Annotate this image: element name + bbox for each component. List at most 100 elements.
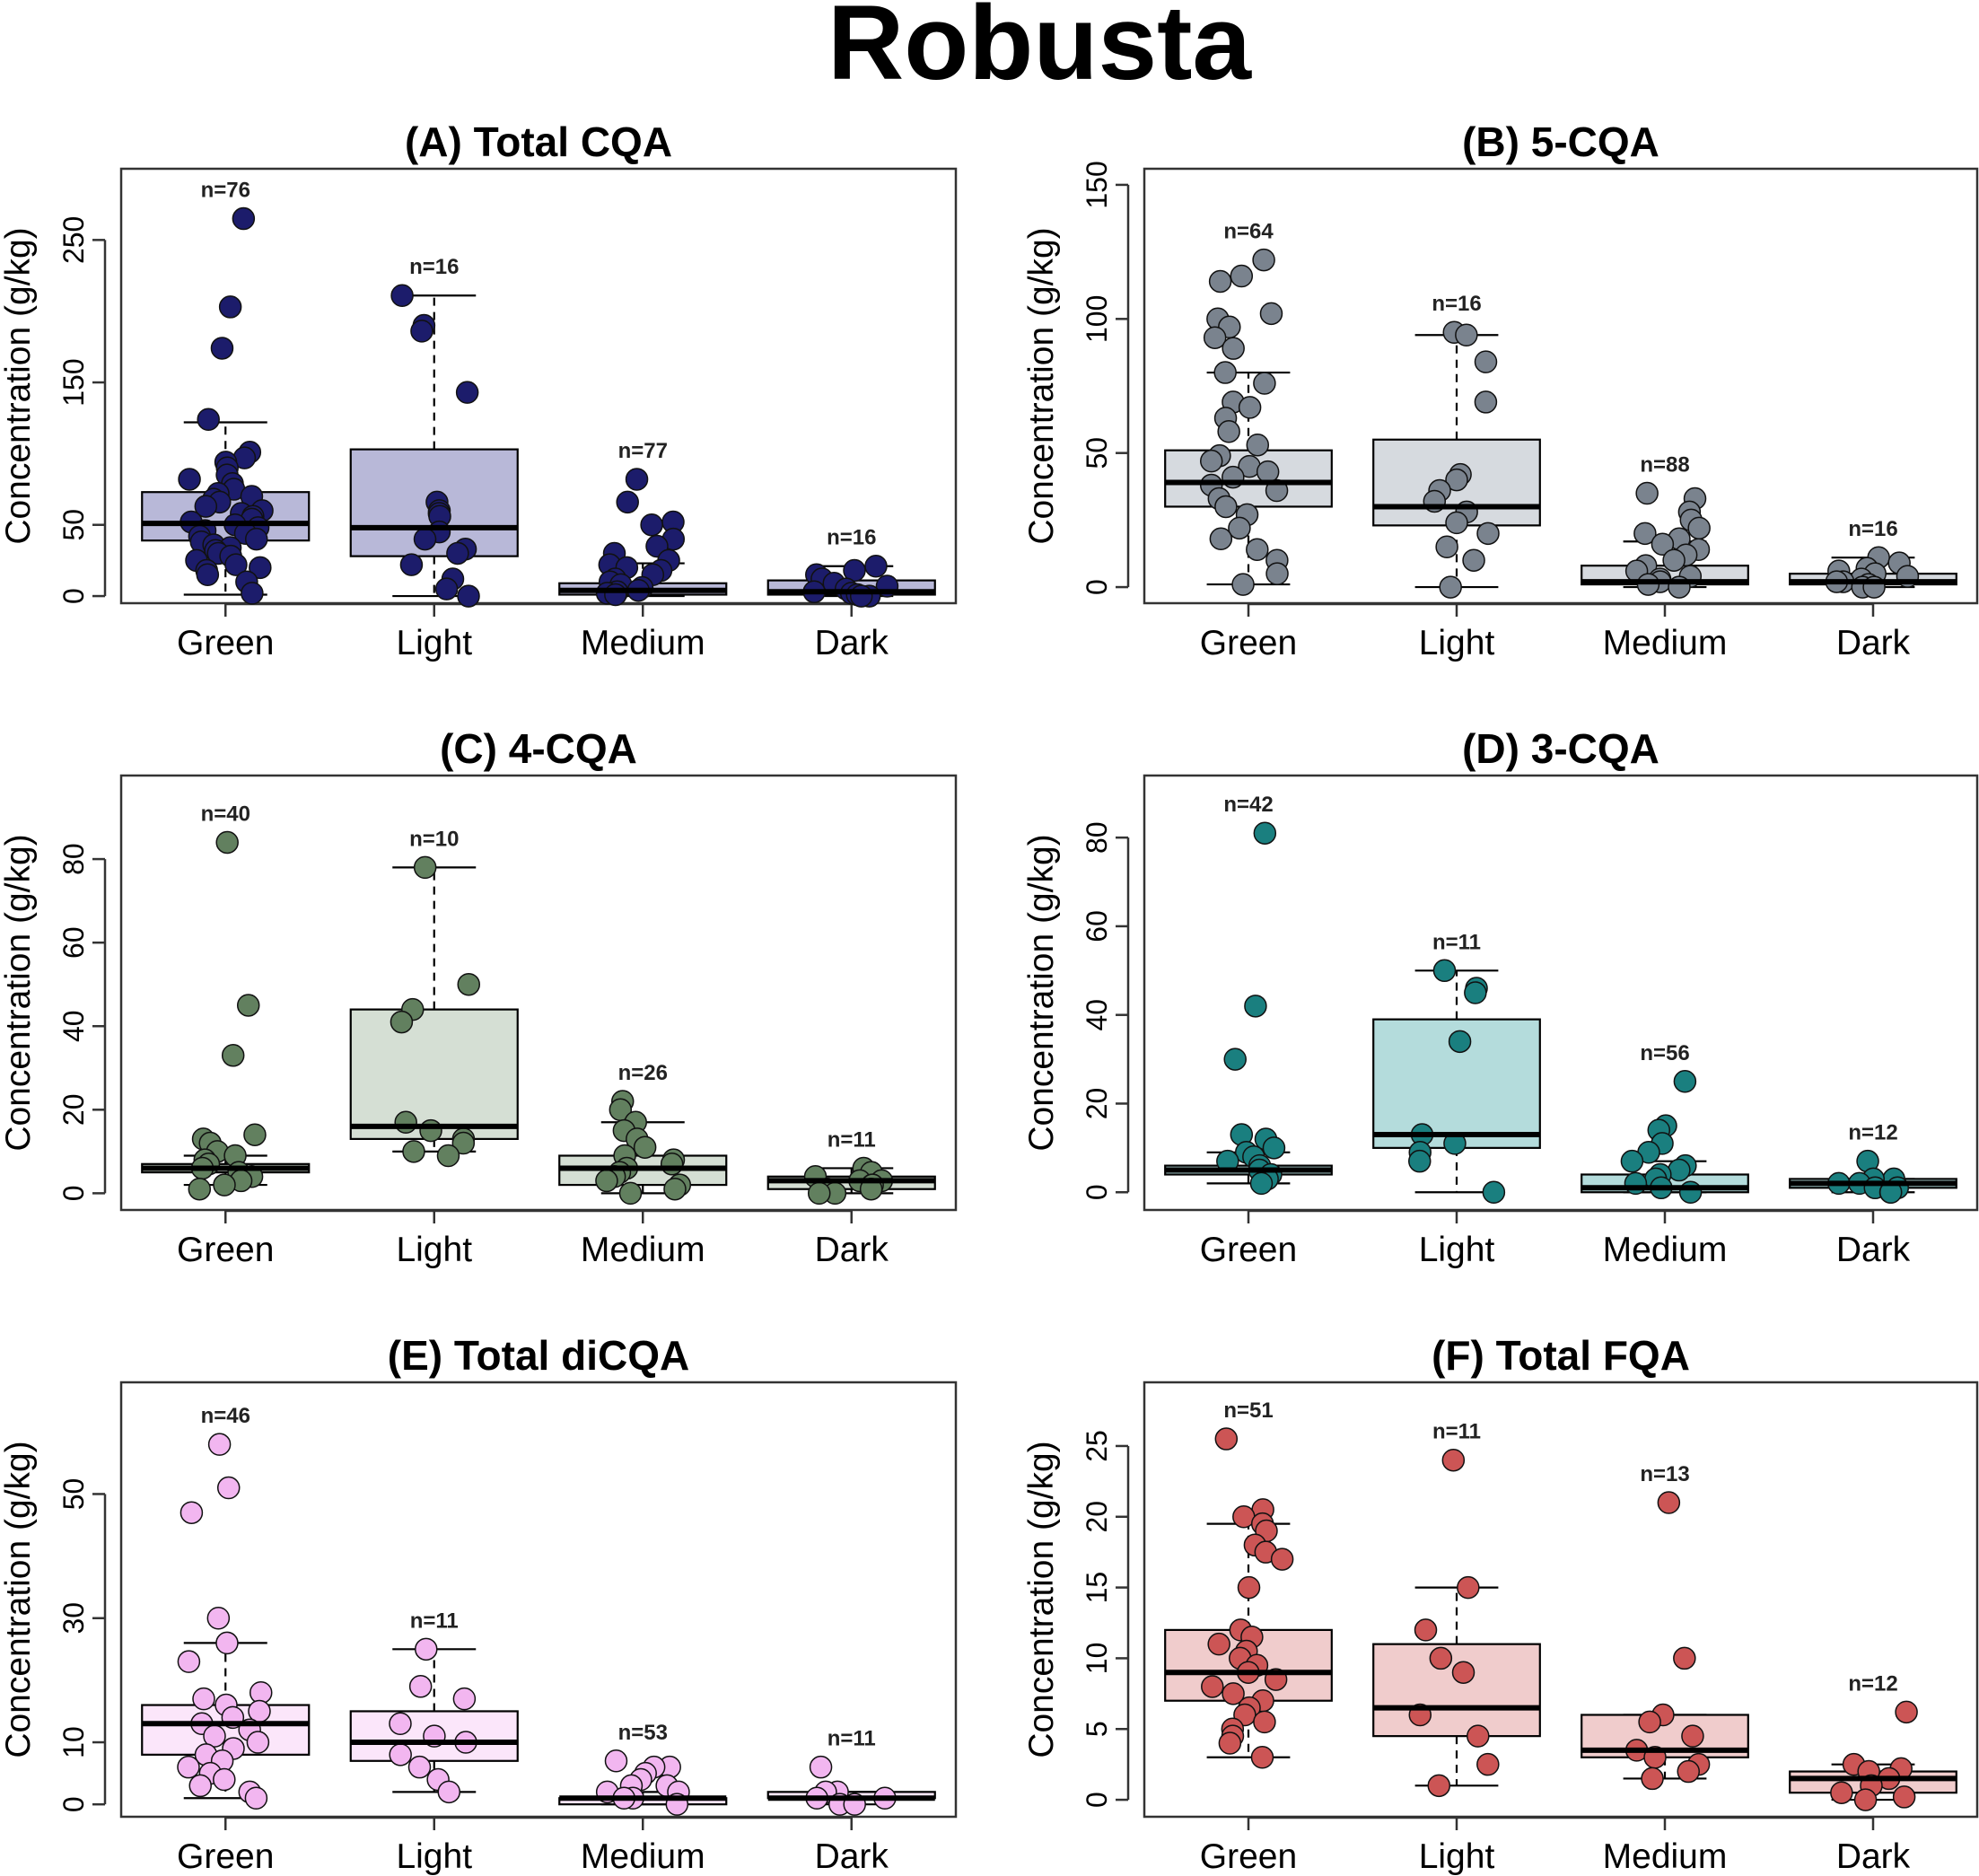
- data-point: [452, 1687, 477, 1711]
- data-point: [1448, 1030, 1472, 1054]
- data-point: [1246, 433, 1270, 457]
- data-point: [595, 1169, 618, 1193]
- box-light: n=16: [1372, 292, 1541, 599]
- panel-1: (A) Total CQA 0 50 150 250 Concentration (g/k…: [0, 118, 958, 662]
- x-tick-label: Light: [1419, 624, 1495, 662]
- panel-title: (A) Total CQA: [405, 118, 672, 165]
- data-point: [616, 490, 639, 514]
- box-light: n=11: [1372, 930, 1541, 1204]
- data-point: [1638, 1710, 1661, 1734]
- data-point: [390, 1010, 414, 1034]
- data-point: [413, 527, 437, 551]
- y-axis-label: Concentration (g/kg): [1022, 227, 1061, 544]
- box-medium: n=26: [558, 1061, 728, 1205]
- data-point: [807, 1181, 831, 1205]
- n-label: n=11: [410, 1609, 459, 1633]
- y-tick-label: 0: [57, 588, 90, 604]
- y-tick-label: 10: [57, 1726, 90, 1758]
- y-tick-label: 60: [57, 926, 90, 959]
- box-light: n=16: [349, 255, 519, 608]
- y-axis-label: Concentration (g/kg): [0, 227, 38, 544]
- data-point: [1853, 1788, 1878, 1811]
- data-point: [1237, 1575, 1261, 1600]
- data-point: [1213, 361, 1237, 384]
- data-point: [436, 1144, 460, 1168]
- data-point: [1214, 495, 1238, 519]
- panel-2: (B) 5-CQA 0 50 100 150 Concentration (g/kg) Gr…: [1022, 118, 1979, 662]
- data-point: [1677, 1759, 1700, 1784]
- data-point: [1445, 468, 1468, 492]
- data-point: [434, 577, 459, 600]
- data-point: [177, 1755, 200, 1779]
- data-point: [1651, 532, 1675, 557]
- x-tick-label: Green: [1200, 624, 1297, 662]
- data-point: [455, 381, 479, 404]
- y-tick-label: 40: [1081, 999, 1113, 1031]
- y-tick-label: 20: [57, 1094, 90, 1126]
- data-point: [241, 582, 264, 605]
- n-label: n=77: [618, 439, 668, 463]
- n-label: n=88: [1640, 453, 1689, 478]
- data-point: [451, 1131, 476, 1155]
- data-point: [1435, 535, 1458, 559]
- x-tick-label: Medium: [1603, 1837, 1728, 1876]
- data-point: [232, 206, 256, 231]
- y-axis-label: Concentration (g/kg): [0, 834, 38, 1151]
- x-tick-label: Green: [1200, 1231, 1297, 1269]
- n-label: n=10: [409, 827, 459, 851]
- x-tick-label: Medium: [581, 1837, 705, 1876]
- data-point: [1474, 390, 1498, 414]
- panel-4: (D) 3-CQA 0 20 40 60 80 Concentration (g/kg) Gr…: [1022, 725, 1979, 1269]
- x-tick-label: Dark: [815, 624, 889, 662]
- n-label: n=64: [1223, 220, 1274, 244]
- data-point: [1265, 562, 1289, 585]
- data-point: [1439, 575, 1462, 599]
- data-point: [1455, 323, 1478, 346]
- data-point: [224, 553, 248, 576]
- y-tick-label: 0: [57, 1796, 90, 1812]
- data-point: [1476, 522, 1500, 546]
- n-label: n=16: [1848, 517, 1897, 541]
- data-point: [213, 1767, 236, 1792]
- data-point: [207, 1433, 232, 1456]
- x-tick-label: Light: [396, 1231, 472, 1269]
- data-point: [640, 513, 663, 537]
- y-tick-label: 80: [1081, 821, 1113, 854]
- data-point: [1467, 1724, 1490, 1748]
- n-label: n=16: [827, 526, 876, 550]
- data-point: [1620, 1149, 1644, 1173]
- n-label: n=11: [1432, 930, 1481, 954]
- data-point: [1244, 995, 1267, 1018]
- box-iqr: [349, 1008, 519, 1140]
- y-tick-label: 30: [57, 1602, 90, 1635]
- data-point: [1270, 1547, 1294, 1571]
- y-tick-label: 15: [1081, 1572, 1113, 1604]
- x-tick-label: Green: [177, 1231, 274, 1269]
- data-point: [1673, 1646, 1696, 1670]
- y-tick-label: 100: [1081, 295, 1113, 343]
- data-point: [249, 556, 272, 580]
- data-point: [1222, 1682, 1245, 1705]
- data-point: [1246, 538, 1269, 561]
- data-point: [1662, 548, 1686, 572]
- y-tick-label: 0: [57, 1185, 90, 1201]
- data-point: [1207, 1632, 1230, 1656]
- data-point: [1209, 527, 1233, 551]
- data-point: [415, 1637, 438, 1661]
- y-axis-label: Concentration (g/kg): [1022, 834, 1061, 1151]
- box-green: n=42: [1164, 793, 1333, 1196]
- data-point: [1203, 326, 1227, 349]
- data-point: [849, 584, 873, 608]
- n-label: n=13: [1640, 1462, 1689, 1486]
- data-point: [194, 495, 218, 518]
- x-tick-label: Green: [177, 1837, 274, 1876]
- data-point: [1681, 1724, 1704, 1748]
- x-tick-label: Medium: [1603, 624, 1728, 662]
- y-tick-label: 25: [1081, 1430, 1113, 1462]
- n-label: n=11: [828, 1727, 876, 1751]
- panel-6: (F) Total FQA 0 5 10 15 20 25 Concentration (g/…: [1022, 1332, 1979, 1876]
- box-medium: n=77: [558, 439, 728, 607]
- data-point: [1441, 1448, 1466, 1472]
- panel-title: (E) Total diCQA: [388, 1332, 689, 1379]
